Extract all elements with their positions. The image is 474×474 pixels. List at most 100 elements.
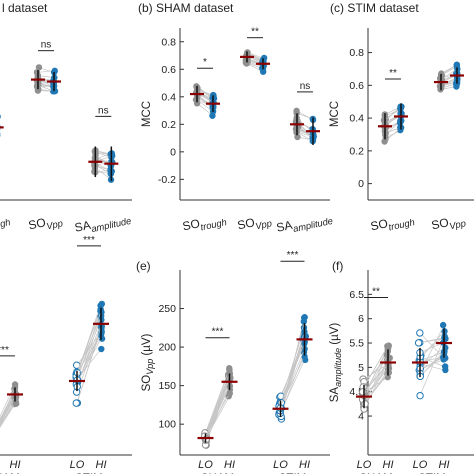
pair-line — [363, 345, 389, 388]
significance-label: ** — [251, 27, 259, 38]
y-tick-label: 250 — [158, 303, 176, 315]
y-tick-label: 0.2 — [161, 119, 176, 131]
pair-line — [363, 368, 389, 400]
data-point-lo — [416, 391, 424, 400]
y-axis-label: MCC — [141, 101, 153, 127]
data-point — [209, 112, 216, 119]
pair-line — [205, 368, 230, 433]
data-point — [381, 138, 388, 145]
data-point — [260, 54, 268, 62]
pair-line — [419, 332, 445, 359]
y-tick-label: 0.4 — [161, 91, 176, 103]
x-tick-label: LO — [198, 459, 213, 471]
x-tick-label: SOVpp — [430, 212, 467, 235]
panel-title: (c) STIM dataset — [330, 1, 419, 15]
x-tick-label: LO — [273, 459, 288, 471]
panel-a: l dataset SOtrough ns SOVpp ns SAamplitude — [0, 1, 132, 236]
x-tick-label: HI — [439, 459, 450, 471]
data-point-hi — [226, 390, 234, 397]
y-tick-label: 0 — [358, 178, 364, 190]
pair-line — [363, 372, 389, 405]
significance-label: *** — [0, 345, 9, 356]
panel-d: ***LOHISHAM***LOHISTIM — [0, 235, 132, 474]
pair-line — [384, 127, 402, 142]
x-tick-label: LO — [413, 459, 428, 471]
pair-line — [363, 361, 389, 410]
pair-line — [419, 342, 445, 353]
pair-line — [76, 316, 102, 387]
y-tick-label: 200 — [158, 342, 176, 354]
pair-line — [205, 396, 230, 440]
y-axis-label: SAamplitude (µV) — [329, 323, 343, 403]
significance-label: * — [203, 57, 207, 68]
pair-line — [205, 373, 230, 440]
data-point-lo — [72, 399, 80, 407]
x-tick-label: HI — [299, 459, 310, 471]
data-point — [0, 114, 1, 119]
y-axis-label: SOVpp (µV) — [141, 333, 155, 391]
pair-line — [76, 310, 102, 381]
y-tick-label: 0.6 — [161, 64, 176, 76]
significance-label: ns — [41, 40, 52, 51]
data-point — [35, 86, 42, 93]
data-point-lo — [361, 400, 369, 408]
y-tick-label: 150 — [158, 380, 176, 392]
significance-label: ** — [389, 68, 397, 79]
y-tick-label: 6 — [358, 313, 364, 325]
pair-line — [0, 403, 16, 428]
y-tick-label: 6.5 — [349, 289, 364, 301]
pair-line — [0, 396, 16, 420]
panel-c: (c) STIM dataset 0 0.2 0.4 0.6 0.8 MCC ** SOtrou… — [329, 1, 474, 236]
x-tick-label: SOVpp — [27, 212, 64, 235]
significance-label: ns — [98, 105, 109, 116]
y-axis-label: MCC — [329, 101, 341, 127]
data-point-hi — [98, 345, 105, 353]
data-point-hi — [440, 353, 447, 361]
data-point-lo — [414, 339, 423, 347]
pair-line — [205, 378, 230, 441]
data-point-hi — [439, 321, 447, 329]
pair-line — [363, 363, 389, 393]
pair-line — [419, 336, 445, 357]
x-tick-label: SOtrough — [369, 211, 415, 236]
x-tick-label: HI — [224, 459, 235, 471]
y-tick-label: -0.2 — [158, 174, 176, 186]
y-tick-label: 0.8 — [349, 47, 364, 59]
data-point — [453, 80, 460, 87]
data-point-hi — [383, 351, 391, 359]
data-point-hi — [12, 400, 20, 407]
x-tick-label: LO — [70, 459, 85, 471]
data-point-hi — [441, 363, 449, 370]
y-tick-label: 5.5 — [349, 338, 364, 350]
panel-b: (b) SHAM dataset -0.2 0 0.2 0.4 0.6 0.8 MCC * SOt… — [138, 1, 334, 237]
y-tick-label: 5 — [358, 362, 364, 374]
x-tick-label: HI — [10, 459, 21, 471]
panel-title: (f) — [332, 259, 343, 273]
pair-line — [419, 356, 445, 363]
pair-line — [363, 376, 389, 393]
y-tick-label: 0.4 — [349, 113, 364, 125]
data-point-hi — [300, 318, 308, 325]
x-tick-label: SOVpp — [236, 212, 273, 235]
data-point-lo — [358, 388, 367, 396]
pair-line — [280, 331, 305, 409]
x-tick-label: SOtrough — [0, 211, 11, 236]
pair-line — [419, 337, 445, 344]
pair-line — [196, 88, 214, 103]
pair-line — [419, 355, 445, 371]
pair-line — [0, 398, 16, 428]
pair-line — [419, 338, 445, 396]
panel-title: l dataset — [2, 1, 48, 15]
y-tick-label: 4 — [358, 411, 364, 423]
y-tick-label: 0 — [170, 146, 176, 158]
x-tick-label: SOtrough — [181, 211, 227, 236]
panel-title: (b) SHAM dataset — [138, 1, 234, 15]
x-tick-label: SAamplitude — [275, 209, 334, 237]
data-point-hi — [226, 365, 233, 372]
x-tick-label: HI — [383, 459, 394, 471]
pair-line — [76, 332, 102, 366]
significance-label: ns — [300, 81, 311, 92]
y-tick-label: 0.8 — [161, 36, 176, 48]
